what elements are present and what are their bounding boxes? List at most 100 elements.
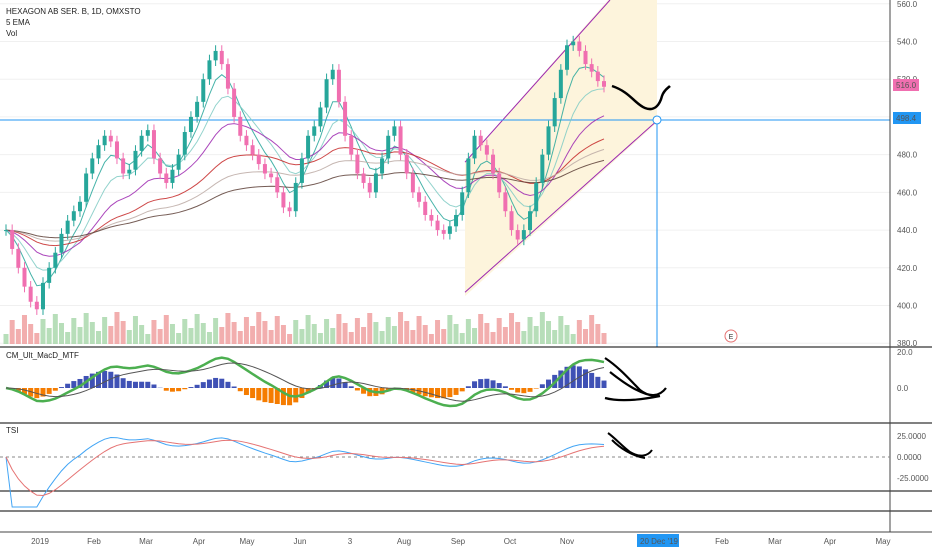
- volume-bar: [472, 328, 478, 344]
- volume-bar: [287, 334, 293, 344]
- legend-tsi[interactable]: TSI: [6, 426, 18, 435]
- macd-histogram-bar: [441, 388, 447, 399]
- candle-body: [534, 182, 539, 212]
- candle-body: [503, 192, 508, 212]
- macd-histogram-bar: [151, 384, 157, 388]
- macd-histogram-bar: [268, 388, 274, 403]
- volume-bar: [391, 326, 397, 344]
- price-pane[interactable]: [0, 0, 890, 347]
- candle-body: [509, 211, 514, 231]
- volume-bar: [435, 320, 441, 344]
- line-anchor-handle[interactable]: [652, 115, 662, 125]
- time-tick: Feb: [715, 537, 729, 546]
- volume-bar: [422, 325, 428, 344]
- macd-axis[interactable]: 20.0 0.0: [897, 348, 913, 393]
- legend-vol[interactable]: Vol: [6, 29, 17, 38]
- macd-histogram-bar: [472, 381, 478, 388]
- candle-body: [417, 192, 422, 202]
- volume-bar: [447, 315, 453, 344]
- tsi-axis[interactable]: 25.0000 0.0000 -25.0000: [897, 432, 929, 483]
- candle-body: [262, 164, 267, 174]
- time-tick: Apr: [193, 537, 206, 546]
- macd-histogram-bar: [274, 388, 280, 404]
- candle-body: [583, 50, 588, 65]
- macd-histogram-bar: [305, 388, 311, 394]
- macd-histogram-bar: [521, 388, 527, 394]
- candle-body: [65, 220, 70, 234]
- line-price-label: 498.4: [896, 114, 917, 123]
- price-tick: 440.0: [897, 226, 918, 235]
- volume-bar: [34, 333, 40, 344]
- volume-bar: [200, 323, 206, 344]
- price-tick: 420.0: [897, 264, 918, 273]
- macd-histogram-bar: [219, 378, 225, 388]
- volume-bar: [305, 315, 311, 344]
- candle-body: [16, 248, 21, 268]
- price-axis[interactable]: 560.0540.0520.0500.0480.0460.0440.0420.0…: [897, 0, 918, 348]
- volume-bar: [163, 315, 169, 344]
- legend-macd[interactable]: CM_Ult_MacD_MTF: [6, 351, 79, 360]
- volume-bar: [379, 331, 385, 344]
- volume-bar: [373, 322, 379, 344]
- macd-histogram-bar: [490, 380, 496, 388]
- macd-histogram-bar: [120, 378, 126, 388]
- time-axis[interactable]: 2019 Feb Mar Apr May Jun 3 Aug Sep Oct Nov Feb Mar Ap…: [31, 537, 890, 546]
- volume-bar: [502, 327, 508, 344]
- macd-histogram-bar: [52, 388, 58, 391]
- legend-symbol[interactable]: HEXAGON AB SER. B, 1D, OMXSTO: [6, 7, 141, 16]
- volume-bar: [120, 321, 126, 344]
- macd-pane[interactable]: [5, 356, 607, 408]
- volume-bar: [256, 312, 262, 344]
- macd-histogram-bar: [206, 379, 212, 388]
- volume-bar: [509, 313, 515, 344]
- volume-bar: [576, 320, 582, 344]
- candle-body: [158, 158, 163, 174]
- volume-bar: [533, 326, 539, 344]
- macd-histogram-bar: [200, 382, 206, 388]
- price-tick: 460.0: [897, 188, 918, 197]
- macd-histogram-bar: [324, 380, 330, 388]
- macd-histogram-bar: [28, 388, 34, 397]
- candle-body: [256, 154, 261, 165]
- candle-body: [441, 230, 446, 234]
- channel-lower-line[interactable]: [464, 120, 658, 293]
- volume-bar: [324, 319, 330, 344]
- candle-body: [71, 211, 76, 221]
- candle-body: [466, 158, 471, 193]
- macd-histogram-bar: [515, 388, 521, 393]
- ema-line: [5, 115, 605, 257]
- volume-bar: [52, 314, 58, 344]
- candle-body: [595, 71, 600, 82]
- volume-bar: [416, 316, 422, 344]
- grid: [0, 3, 890, 344]
- macd-histogram-bar: [601, 380, 607, 388]
- time-tick: Sep: [451, 537, 466, 546]
- tsi-pane[interactable]: [5, 437, 605, 508]
- candle-body: [207, 60, 212, 80]
- volume-bar: [231, 322, 237, 344]
- macd-histogram-bar: [453, 388, 459, 395]
- candle-body: [127, 169, 132, 174]
- volume-bar: [459, 333, 465, 344]
- candle-body: [410, 173, 415, 193]
- volume-bar: [157, 329, 163, 344]
- candle-body: [34, 301, 39, 310]
- candle-body: [10, 230, 15, 249]
- legend-ema[interactable]: 5 EMA: [6, 18, 31, 27]
- candle-body: [423, 201, 428, 215]
- channel-upper-line[interactable]: [464, 0, 611, 163]
- macd-histogram-bar: [237, 388, 243, 392]
- volume-bar: [496, 318, 502, 344]
- volume-bar: [404, 321, 410, 344]
- date-highlight-badge: [637, 534, 679, 547]
- candle-body: [460, 192, 465, 215]
- time-tick: May: [875, 537, 890, 546]
- candle-body: [491, 154, 496, 174]
- earnings-marker[interactable]: [724, 329, 738, 343]
- volume-bar: [3, 334, 9, 344]
- volume-bar: [552, 330, 558, 344]
- tsi-tick: 0.0000: [897, 453, 922, 462]
- candle-body: [164, 173, 169, 183]
- macd-histogram-bar: [570, 365, 576, 388]
